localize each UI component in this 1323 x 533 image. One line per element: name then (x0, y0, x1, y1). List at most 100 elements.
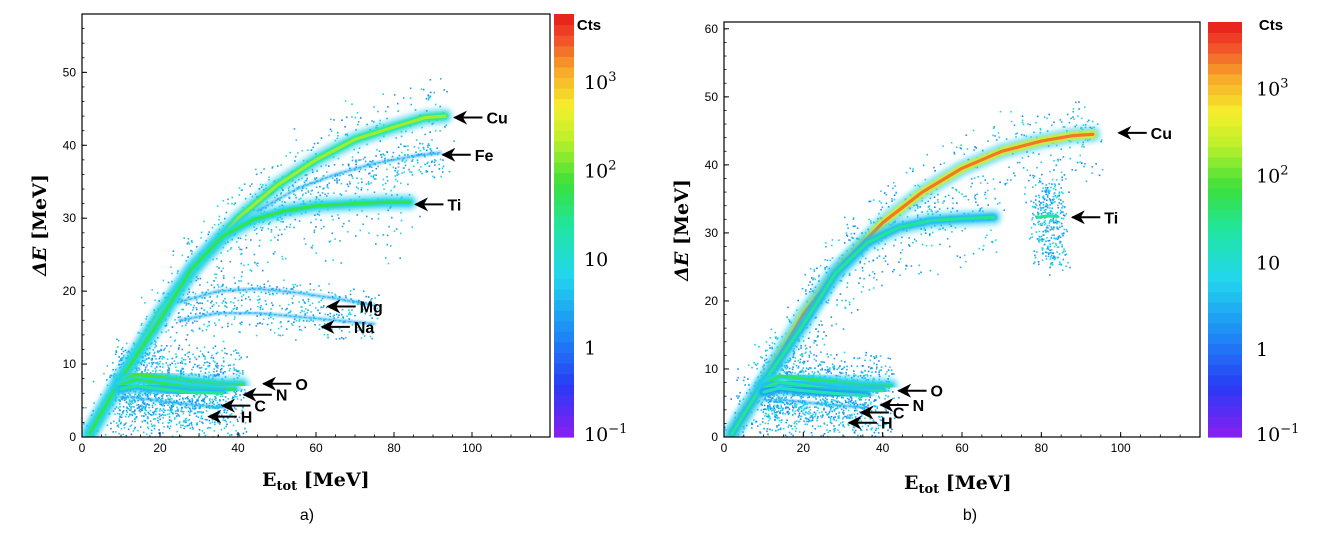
colorbar-tick-base: 10 (1256, 165, 1280, 187)
colorbar-segment (554, 183, 574, 195)
colorbar-segment (554, 24, 574, 36)
colorbar-segment (1208, 167, 1242, 179)
colorbar-tick-exp: 3 (1280, 77, 1288, 92)
colorbar-tick-base: 10 (1256, 252, 1280, 274)
band-h (762, 398, 869, 410)
x-tick-label: 40 (876, 441, 890, 455)
colorbar-segment (554, 204, 574, 216)
colorbar-tick-label: 103 (1256, 77, 1288, 101)
colorbar-segment (554, 35, 574, 47)
colorbar-segment (1208, 426, 1242, 438)
colorbar-tick-exp: 2 (1280, 163, 1288, 178)
colorbar-segment (1208, 188, 1242, 199)
colorbar-segment (1208, 229, 1242, 241)
colorbar-tick-base: 10 (584, 424, 608, 446)
y-tick-label: 0 (711, 430, 718, 444)
colorbar-segment (554, 162, 574, 174)
colorbar-title: Cts (1259, 17, 1283, 34)
y-axis-label-unit: [MeV] (29, 174, 51, 246)
x-tick-label: 0 (721, 441, 728, 455)
annotation-ti: Ti (414, 197, 461, 214)
colorbar-segment (1208, 271, 1242, 282)
colorbar-segment (1208, 94, 1242, 106)
colorbar-segment (554, 341, 574, 353)
colorbar-segment (1208, 53, 1242, 65)
annotation-label: O (931, 384, 943, 401)
x-axis-label-main: E (904, 472, 918, 494)
y-tick-label: 50 (63, 65, 77, 79)
colorbar-segment (1208, 115, 1242, 127)
colorbar-segment (1208, 125, 1242, 137)
colorbar-segment (1208, 219, 1242, 231)
colorbar-tick-label: 102 (584, 158, 616, 182)
y-tick-label: 40 (63, 138, 77, 152)
colorbar-tick-label: 102 (1256, 163, 1288, 187)
colorbar-tick-label: 10−1 (584, 422, 627, 446)
annotation-h: H (847, 415, 893, 433)
panel-label: a) (300, 507, 314, 524)
x-axis-label: Etot [MeV] (904, 472, 1012, 497)
colorbar-tick-base: 1 (584, 338, 596, 360)
x-tick-label: 0 (79, 441, 86, 455)
colorbar-segment (1208, 22, 1242, 33)
annotation-label: C (893, 406, 905, 423)
colorbar-segment (1208, 208, 1242, 220)
colorbar-segment (1208, 354, 1242, 365)
y-tick-label: 20 (63, 284, 77, 298)
annotation-h: H (207, 409, 253, 427)
annotation-o: O (897, 383, 943, 401)
y-tick-label: 30 (63, 211, 77, 225)
colorbar-segment (554, 267, 574, 279)
colorbar-segment (554, 172, 574, 184)
y-axis-label: ΔE [MeV] (29, 174, 51, 277)
colorbar-segment (554, 426, 574, 438)
panel-label: b) (963, 507, 977, 524)
colorbar-segment (554, 415, 574, 428)
colorbar-segment (554, 45, 574, 57)
colorbar-segment (1208, 177, 1242, 189)
colorbar-segment (1208, 198, 1242, 210)
annotation-label: H (241, 410, 253, 427)
colorbar-segment (1208, 84, 1242, 96)
colorbar-segment (554, 405, 574, 417)
colorbar-segment (554, 119, 574, 131)
x-axis-label-sub: tot (276, 479, 297, 494)
y-tick-label: 0 (69, 430, 76, 444)
annotation-na: Na (320, 319, 374, 337)
colorbar-tick-exp: 2 (608, 158, 616, 173)
annotation-cu: Cu (1117, 125, 1172, 143)
annotation-label: Ti (1104, 210, 1118, 227)
colorbar-tick-exp: 3 (608, 70, 616, 85)
colorbar-segment (554, 193, 574, 205)
colorbar-tick-base: 10 (584, 72, 608, 94)
colorbar-segment (554, 109, 574, 121)
colorbar-tick-exp: −1 (1280, 422, 1299, 437)
colorbar-segment (1208, 105, 1242, 116)
colorbar-segment (1208, 63, 1242, 75)
x-axis-label: Etot [MeV] (262, 469, 370, 494)
plot-data (724, 101, 1104, 437)
annotation-c: C (220, 398, 266, 416)
y-axis-label-main: ΔE (29, 246, 51, 277)
colorbar-segment (1208, 260, 1242, 272)
colorbar-segment (554, 320, 574, 332)
plot-data (82, 78, 455, 437)
y-tick-label: 20 (705, 294, 719, 308)
colorbar-segment (1208, 136, 1242, 148)
annotation-label: O (295, 377, 307, 394)
colorbar-segment (554, 384, 574, 396)
x-tick-label: 20 (153, 441, 167, 455)
colorbar-segment (1208, 416, 1242, 428)
colorbar-tick-label: 10−1 (1256, 422, 1299, 446)
colorbar-tick-label: 1 (584, 338, 596, 360)
annotation-label: Cu (486, 111, 507, 128)
colorbar-segment (1208, 395, 1242, 407)
annotation-label: H (881, 416, 893, 433)
colorbar-segment (554, 352, 574, 364)
x-tick-label: 20 (797, 441, 811, 455)
colorbar-segment (554, 246, 574, 258)
colorbar-segment (554, 278, 574, 290)
